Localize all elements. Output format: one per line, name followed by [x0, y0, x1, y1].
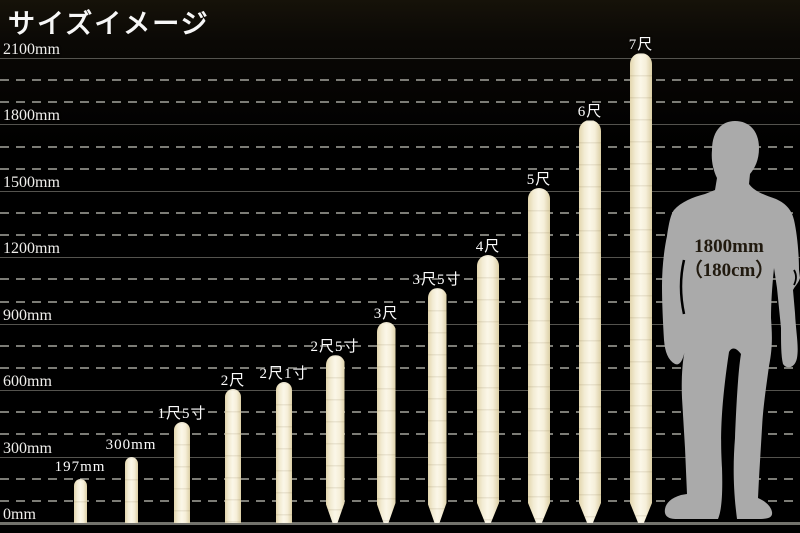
- y-axis-label: 900mm: [3, 306, 52, 324]
- stake-bar: [225, 388, 241, 523]
- bar-label: 3尺5寸: [412, 272, 462, 289]
- silhouette-label-mm: 1800mm: [694, 236, 764, 257]
- stake-bar: [377, 322, 396, 523]
- gridline-minor: [0, 79, 800, 82]
- gridline-minor: [0, 101, 800, 104]
- gridline-minor: [0, 145, 800, 148]
- stake-bar: [326, 355, 345, 523]
- gridline-minor: [0, 278, 800, 281]
- stake-bar: [428, 288, 447, 523]
- gridline-minor: [0, 433, 800, 436]
- gridline-minor: [0, 344, 800, 347]
- stake-bar: [630, 53, 652, 523]
- bar-label: 2尺5寸: [310, 339, 360, 356]
- human-silhouette: 1800mm （180cm）: [662, 121, 800, 519]
- gridline-minor: [0, 212, 800, 214]
- stake-bar: [477, 255, 499, 523]
- gridline-major: [0, 323, 800, 325]
- sleeve-notch-shadow: [793, 269, 797, 286]
- gridline-minor: [0, 411, 800, 414]
- gridline-minor: [0, 499, 800, 502]
- y-axis-label: 0mm: [3, 506, 36, 523]
- y-axis-label: 1500mm: [3, 173, 60, 191]
- bar-label: 300mm: [105, 436, 157, 453]
- leg-gap-shadow: [718, 348, 741, 519]
- stake-bar: [528, 188, 550, 523]
- man-silhouette-icon: [662, 121, 800, 519]
- bar-label: 3尺: [373, 305, 399, 322]
- gridline-major: [0, 390, 800, 392]
- bar-label: 7尺: [628, 37, 654, 54]
- bar-label: 5尺: [526, 171, 552, 188]
- stake-bar: [276, 382, 292, 523]
- page-title: サイズイメージ: [8, 9, 210, 39]
- stake-bar: [174, 422, 190, 523]
- gridline-minor: [0, 167, 800, 170]
- y-axis-label: 2100mm: [3, 41, 60, 58]
- bar-label: 2尺1寸: [259, 366, 309, 383]
- gridline-major: [0, 257, 800, 259]
- arm-slit-shadow: [679, 259, 686, 315]
- y-axis-label: 1200mm: [3, 240, 60, 258]
- bar-label: 1尺5寸: [157, 406, 207, 423]
- stake-bar: [124, 456, 138, 523]
- gridline-minor: [0, 367, 800, 369]
- bar-label: 197mm: [54, 459, 106, 476]
- y-axis-label: 600mm: [3, 373, 52, 391]
- bar-label: 4尺: [475, 238, 501, 255]
- baseline: [0, 522, 800, 525]
- y-axis-label: 300mm: [3, 439, 52, 457]
- bar-label: 6尺: [577, 104, 603, 121]
- silhouette-label-cm: （180cm）: [684, 258, 775, 281]
- bar-label: 2尺: [220, 372, 246, 389]
- gridline-minor: [0, 234, 800, 237]
- gridline-minor: [0, 477, 800, 480]
- gridline-major: [0, 456, 800, 458]
- y-axis-label: 1800mm: [3, 107, 60, 125]
- stake-bar: [73, 479, 87, 523]
- gridline-major: [0, 124, 800, 126]
- gridline-minor: [0, 300, 800, 303]
- gridline-major: [0, 58, 800, 59]
- stake-bar: [579, 120, 601, 523]
- gridline-major: [0, 190, 800, 192]
